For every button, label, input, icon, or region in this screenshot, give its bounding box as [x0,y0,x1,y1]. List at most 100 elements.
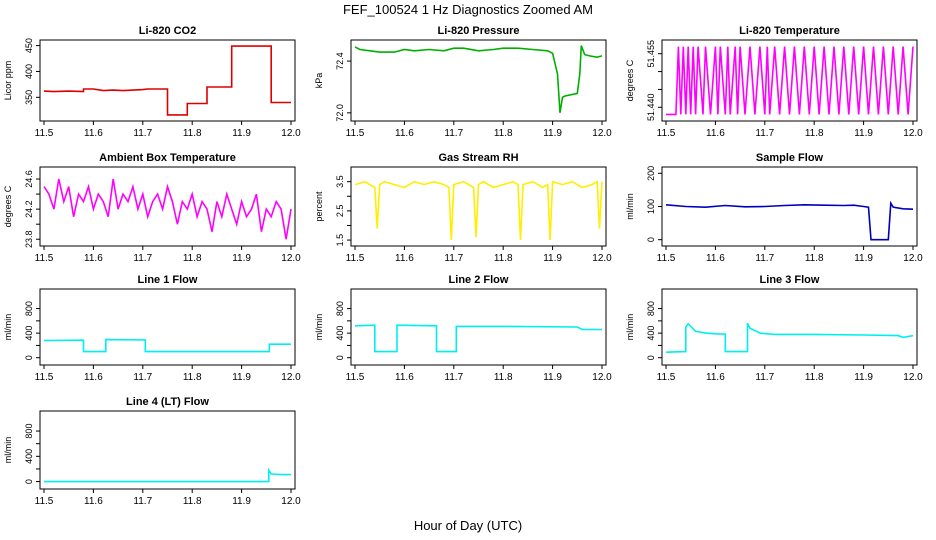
panel-title: Line 1 Flow [138,274,198,286]
x-tick-label: 11.5 [346,253,365,264]
panel-title: Line 2 Flow [449,274,509,286]
y-axis-label: degrees C [3,185,13,227]
y-tick-label: 24.2 [24,200,34,218]
y-tick-label: 400 [24,64,34,79]
x-tick-label: 11.8 [183,496,202,507]
y-axis-label: ml/min [314,314,324,341]
series-line [43,45,291,116]
x-tick-label: 11.9 [854,372,873,383]
series-line [43,338,291,353]
x-tick-label: 11.6 [395,128,414,139]
figure-title: FEF_100524 1 Hz Diagnostics Zoomed AM [342,2,593,17]
y-axis-label: ml/min [625,193,635,220]
x-tick-label: 11.6 [706,372,725,383]
y-tick-label: 100 [646,199,656,214]
x-tick-label: 11.8 [494,253,513,264]
y-tick-label: 0 [646,237,656,242]
y-axis-label: ml/min [3,314,13,341]
x-tick-label: 11.7 [444,372,463,383]
y-tick-label: 800 [646,301,656,316]
y-tick-label: 72.4 [335,52,345,70]
plot-frame [350,39,607,122]
x-tick-label: 11.8 [183,372,202,383]
panel-3: Li-820 Temperature degrees C 11.5 11.6 11.7 1… [625,25,923,139]
panel-title: Sample Flow [756,152,824,164]
x-tick-label: 11.7 [133,128,152,139]
series-line [354,324,602,353]
y-tick-label: 0 [335,355,345,360]
plot-frame [39,410,296,490]
panel-5: Gas Stream RH percent 11.5 11.6 11.7 11.8 11.9… [314,152,612,264]
y-axis-label: ml/min [625,314,635,341]
x-tick-label: 11.9 [543,128,562,139]
y-tick-label: 51.455 [646,40,656,68]
y-tick-label: 400 [24,326,34,341]
x-tick-label: 12.0 [281,496,301,507]
y-tick-label: 350 [24,90,34,105]
x-tick-label: 11.7 [133,372,152,383]
y-tick-label: 51.440 [646,94,656,122]
y-tick-label: 400 [24,449,34,464]
plot-frame [39,166,296,247]
x-tick-label: 11.7 [133,496,152,507]
x-tick-label: 11.5 [657,128,676,139]
panel-title: Line 4 (LT) Flow [126,396,209,408]
series-line [665,200,914,241]
series-line [354,45,603,113]
x-tick-label: 11.8 [805,372,824,383]
series-line [665,322,914,353]
panel-1: Li-820 CO2 Licor ppm 11.5 11.6 11.7 11.8 11.9 1… [3,25,301,139]
x-tick-label: 11.9 [232,253,251,264]
x-tick-label: 11.8 [494,128,513,139]
x-tick-label: 11.8 [805,253,824,264]
x-tick-label: 11.6 [84,496,103,507]
y-axis-label: degrees C [625,59,635,101]
x-tick-label: 11.7 [133,253,152,264]
x-tick-label: 11.9 [232,496,251,507]
figure-x-axis-label: Hour of Day (UTC) [413,518,523,533]
x-tick-label: 11.8 [183,128,202,139]
y-tick-label: 400 [646,326,656,341]
panel-8: Line 2 Flow ml/min 11.5 11.6 11.7 11.8 11.9 12.… [314,274,612,383]
series-line [666,46,914,116]
series-line [354,180,603,241]
y-tick-label: 1.5 [335,234,345,247]
panel-10: Line 4 (LT) Flow ml/min 11.5 11.6 11.7 11.8 11… [3,396,301,507]
x-tick-label: 12.0 [903,253,923,264]
y-axis-label: percent [314,191,324,222]
x-tick-label: 11.5 [35,253,54,264]
x-tick-label: 11.9 [543,253,562,264]
x-tick-label: 11.5 [35,372,54,383]
y-tick-label: 800 [24,301,34,316]
plot-frame [39,39,296,122]
panel-2: Li-820 Pressure kPa 11.5 11.6 11.7 11.8 11.9 12… [314,25,612,139]
x-tick-label: 11.5 [346,128,365,139]
x-tick-label: 11.6 [706,253,725,264]
y-tick-label: 0 [24,355,34,360]
x-tick-label: 12.0 [592,372,612,383]
x-tick-label: 11.6 [395,372,414,383]
y-tick-label: 800 [24,424,34,439]
x-tick-label: 12.0 [903,372,923,383]
x-tick-label: 11.5 [657,372,676,383]
panel-7: Line 1 Flow ml/min 11.5 11.6 11.7 11.8 11.9 12.… [3,274,301,383]
panel-6: Sample Flow ml/min 11.5 11.6 11.7 11.8 11.9 12.… [625,152,923,264]
x-tick-label: 12.0 [592,128,612,139]
x-tick-label: 12.0 [281,253,301,264]
x-tick-label: 11.8 [494,372,513,383]
plot-frame [661,39,918,122]
panel-title: Line 3 Flow [760,274,820,286]
x-tick-label: 11.7 [444,128,463,139]
x-tick-label: 12.0 [281,128,301,139]
panel-9: Line 3 Flow ml/min 11.5 11.6 11.7 11.8 11.9 12.… [625,274,923,383]
plot-frame [350,166,607,247]
x-tick-label: 11.7 [755,372,774,383]
y-tick-label: 72.0 [335,104,345,122]
y-axis-label: ml/min [3,437,13,464]
x-tick-label: 11.6 [84,128,103,139]
x-tick-label: 12.0 [281,372,301,383]
y-tick-label: 450 [24,38,34,53]
y-tick-label: 0 [24,479,34,484]
y-tick-label: 800 [335,301,345,316]
y-axis-label: kPa [314,73,324,89]
